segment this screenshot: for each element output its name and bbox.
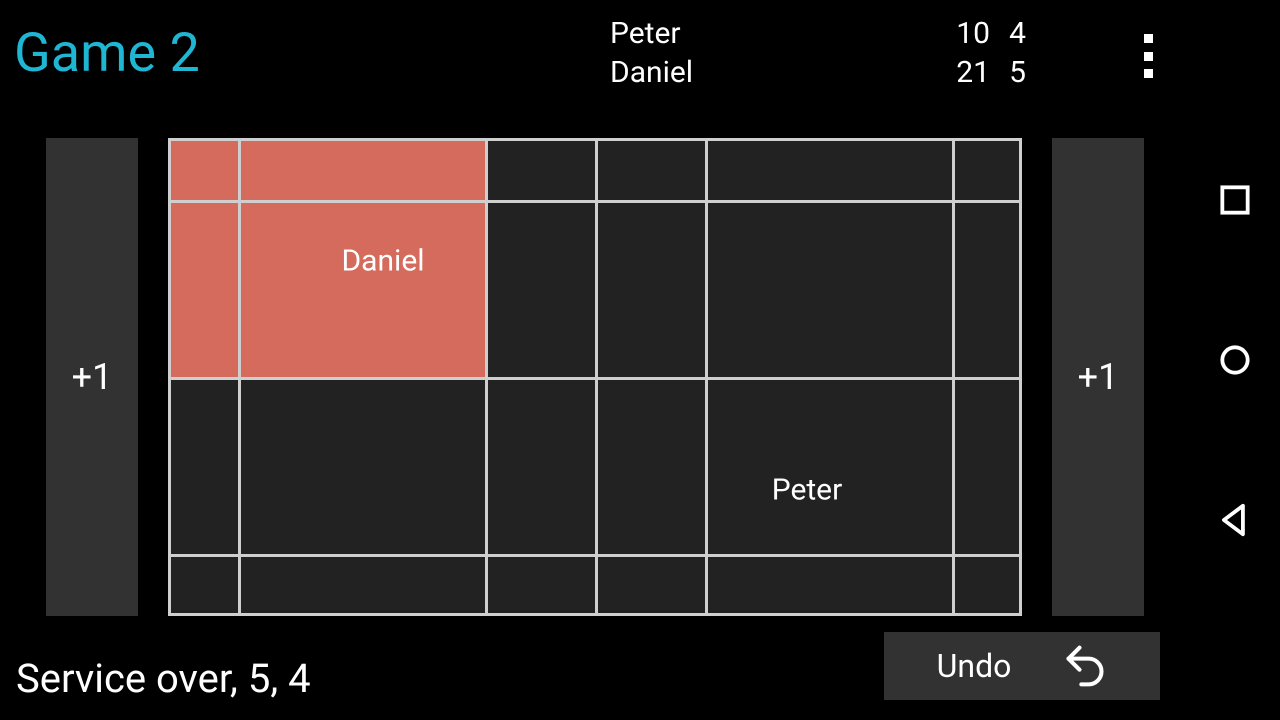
undo-icon bbox=[1063, 644, 1107, 688]
score-player1-col1: 10 bbox=[930, 16, 990, 51]
serve-box-highlight bbox=[171, 141, 485, 377]
nav-back-icon[interactable] bbox=[1216, 501, 1254, 539]
scoreboard: Peter 10 4 Daniel 21 5 bbox=[610, 16, 1026, 90]
plus-one-left-button[interactable]: +1 bbox=[46, 138, 138, 616]
overflow-menu-icon[interactable] bbox=[1132, 34, 1164, 78]
plus-one-left-label: +1 bbox=[72, 356, 113, 398]
status-text: Service over, 5, 4 bbox=[16, 655, 311, 702]
plus-one-right-label: +1 bbox=[1078, 356, 1119, 398]
undo-button-label: Undo bbox=[937, 647, 1012, 685]
score-player2-col1: 21 bbox=[930, 55, 990, 90]
court-diagram[interactable]: DanielPeter bbox=[168, 138, 1022, 616]
page-title: Game 2 bbox=[14, 22, 200, 85]
nav-recent-icon[interactable] bbox=[1216, 181, 1254, 219]
android-nav-bar bbox=[1190, 0, 1280, 720]
plus-one-right-button[interactable]: +1 bbox=[1052, 138, 1144, 616]
score-player2-col2: 5 bbox=[990, 55, 1026, 90]
nav-home-icon[interactable] bbox=[1216, 341, 1254, 379]
score-player1-name: Peter bbox=[610, 16, 930, 51]
receiver-player-label: Peter bbox=[772, 473, 843, 508]
score-player2-name: Daniel bbox=[610, 55, 930, 90]
score-player1-col2: 4 bbox=[990, 16, 1026, 51]
undo-button[interactable]: Undo bbox=[884, 632, 1160, 700]
